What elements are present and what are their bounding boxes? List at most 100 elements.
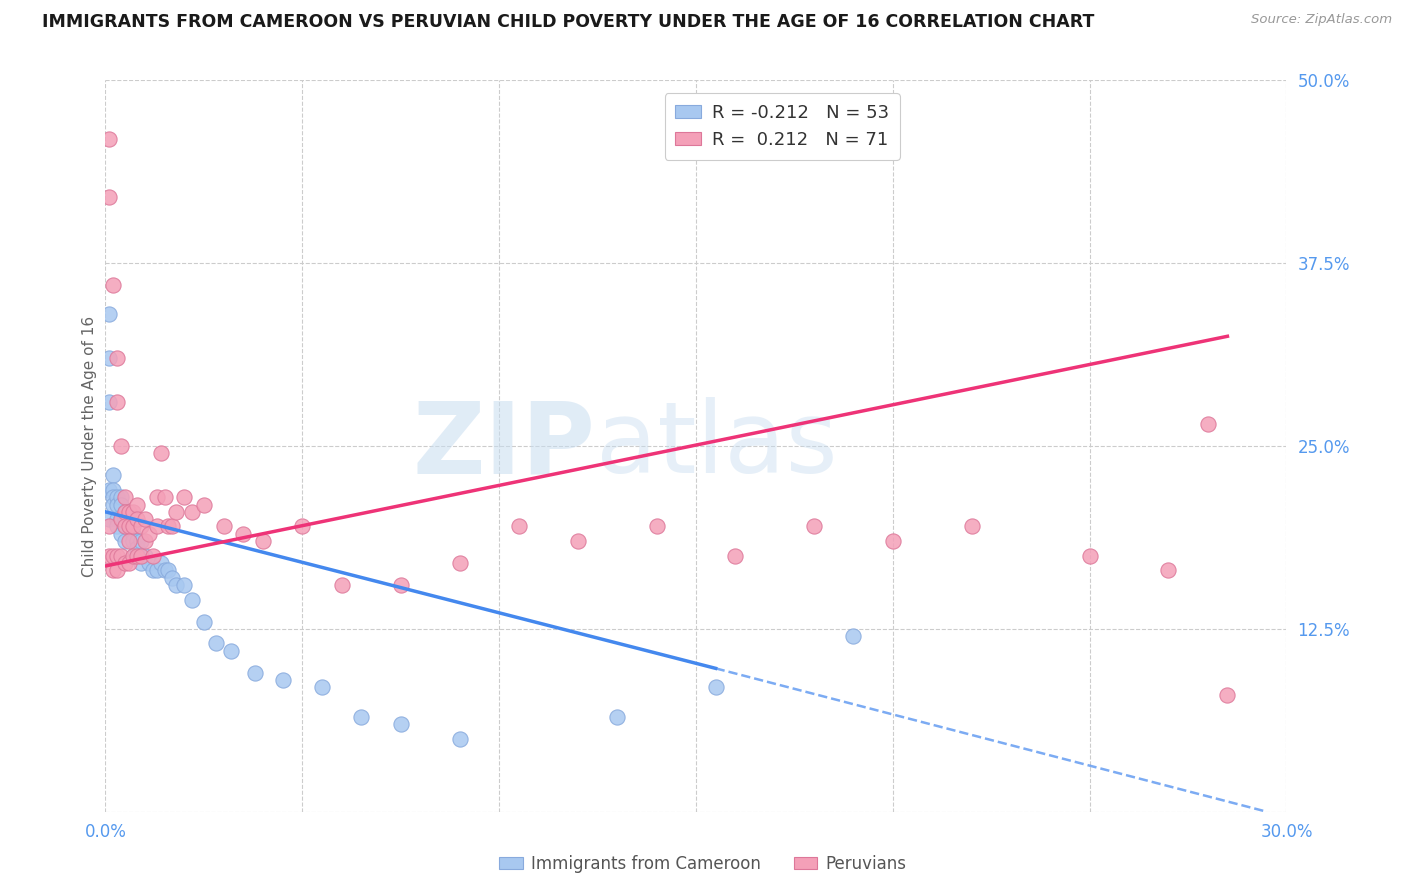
Point — [129, 556, 152, 570]
Point — [724, 549, 747, 563]
Point — [114, 490, 136, 504]
Point — [98, 519, 121, 533]
Point — [114, 534, 136, 549]
Point — [118, 556, 141, 570]
Point — [449, 556, 471, 570]
Point — [110, 549, 132, 563]
Point — [271, 673, 294, 687]
Point — [330, 578, 353, 592]
Point — [98, 512, 121, 526]
Point — [118, 505, 141, 519]
Point — [389, 578, 412, 592]
Point — [125, 498, 148, 512]
Point — [129, 519, 152, 533]
Point — [122, 534, 145, 549]
Point — [98, 549, 121, 563]
Point — [145, 563, 167, 577]
Point — [122, 505, 145, 519]
Point — [110, 498, 132, 512]
Point — [98, 190, 121, 204]
Point — [110, 439, 132, 453]
Point — [105, 512, 128, 526]
Point — [114, 519, 136, 533]
Point — [842, 629, 865, 643]
Point — [243, 665, 266, 680]
Point — [134, 512, 156, 526]
Point — [118, 519, 141, 533]
Point — [193, 498, 215, 512]
Point — [105, 549, 128, 563]
Point — [103, 563, 125, 577]
Point — [165, 578, 187, 592]
Point — [142, 549, 165, 563]
Point — [162, 519, 184, 533]
Point — [311, 681, 333, 695]
Point — [134, 549, 156, 563]
Point — [145, 490, 167, 504]
Legend: R = -0.212   N = 53, R =  0.212   N = 71: R = -0.212 N = 53, R = 0.212 N = 71 — [665, 93, 900, 160]
Point — [98, 132, 121, 146]
Point — [103, 549, 125, 563]
Point — [193, 615, 215, 629]
Point — [103, 483, 125, 497]
Point — [508, 519, 530, 533]
Point — [145, 519, 167, 533]
Point — [105, 351, 128, 366]
Point — [162, 571, 184, 585]
Point — [181, 592, 204, 607]
Point — [103, 490, 125, 504]
Point — [153, 563, 176, 577]
Point — [138, 526, 160, 541]
Point — [103, 468, 125, 483]
Point — [1216, 688, 1239, 702]
Point — [98, 351, 121, 366]
Text: atlas: atlas — [596, 398, 837, 494]
Point — [149, 556, 172, 570]
Point — [98, 395, 121, 409]
Y-axis label: Child Poverty Under the Age of 16: Child Poverty Under the Age of 16 — [82, 316, 97, 576]
Point — [129, 549, 152, 563]
Point — [110, 526, 132, 541]
Point — [157, 563, 180, 577]
Point — [149, 446, 172, 460]
Point — [350, 709, 373, 723]
Point — [118, 534, 141, 549]
Point — [803, 519, 825, 533]
Point — [122, 549, 145, 563]
Point — [173, 490, 195, 504]
Point — [98, 483, 121, 497]
Point — [232, 526, 254, 541]
Point — [103, 498, 125, 512]
Point — [142, 563, 165, 577]
Point — [114, 556, 136, 570]
Point — [114, 519, 136, 533]
Point — [204, 636, 226, 650]
Point — [110, 512, 132, 526]
Point — [122, 549, 145, 563]
Point — [181, 505, 204, 519]
Text: IMMIGRANTS FROM CAMEROON VS PERUVIAN CHILD POVERTY UNDER THE AGE OF 16 CORRELATI: IMMIGRANTS FROM CAMEROON VS PERUVIAN CHI… — [42, 13, 1094, 31]
Point — [118, 519, 141, 533]
Point — [122, 519, 145, 533]
Point — [125, 541, 148, 556]
Point — [105, 395, 128, 409]
Point — [105, 498, 128, 512]
Point — [1197, 417, 1219, 431]
Point — [165, 505, 187, 519]
Legend: Immigrants from Cameroon, Peruvians: Immigrants from Cameroon, Peruvians — [492, 848, 914, 880]
Point — [173, 578, 195, 592]
Text: Source: ZipAtlas.com: Source: ZipAtlas.com — [1251, 13, 1392, 27]
Point — [449, 731, 471, 746]
Point — [645, 519, 668, 533]
Point — [125, 549, 148, 563]
Point — [122, 526, 145, 541]
Point — [704, 681, 727, 695]
Point — [103, 278, 125, 293]
Point — [1078, 549, 1101, 563]
Point — [105, 563, 128, 577]
Point — [1157, 563, 1180, 577]
Point — [114, 505, 136, 519]
Point — [291, 519, 314, 533]
Point — [153, 490, 176, 504]
Point — [389, 717, 412, 731]
